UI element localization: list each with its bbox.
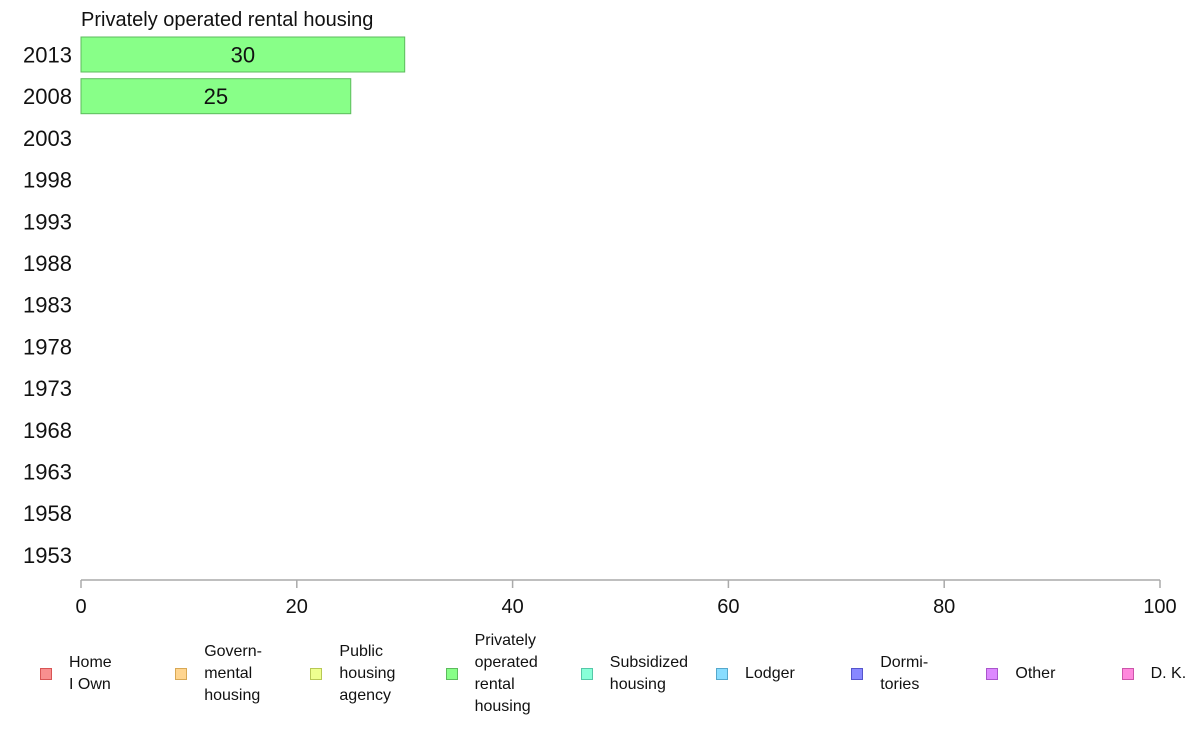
legend-label: Public housing agency [339,643,396,704]
legend-label: Privately operated rental housing [474,632,538,715]
legend-swatch [445,668,458,680]
chart-title: Privately operated rental housing [81,9,373,31]
legend-swatch [175,668,188,680]
x-tick-label: 0 [75,596,86,618]
legend-item: Dormi- tories [851,652,928,696]
year-label: 2003 [23,126,72,151]
legend-label: Home I Own [69,654,112,693]
year-label: 2013 [23,43,72,68]
year-label: 1978 [23,334,72,359]
x-tick-label: 60 [717,596,739,618]
legend-item: Public housing agency [310,641,395,707]
legend-label: Dormi- tories [880,654,929,693]
year-label: 1973 [23,376,72,401]
year-label: 1988 [23,251,72,276]
bar-chart: Privately operated rental housing 201320… [23,9,1177,618]
legend-item: D. K. [1121,663,1187,685]
year-axis: 2013 2008 2003 1998 1993 1988 1983 1978 1973 1968… [23,43,72,568]
legend-label: Govern- mental housing [204,643,262,704]
legend-label: Lodger [745,665,795,682]
bar-value-label: 30 [231,43,255,68]
x-tick-label: 20 [286,596,308,618]
x-tick-label: 40 [501,596,523,618]
year-label: 1983 [23,293,72,318]
year-label: 1963 [23,460,72,485]
legend: Home I Own Govern- mental housing Public h… [0,626,1188,736]
legend-item: Subsidized housing [580,652,689,696]
legend-swatch [716,668,728,680]
year-label: 1968 [23,418,72,443]
legend-label: Other [1015,665,1056,682]
legend-item: Govern- mental housing [175,641,262,707]
year-label: 1993 [23,209,72,234]
value-axis: 0 20 40 60 80 100 [75,579,1177,618]
bar [80,36,406,73]
legend-label: Subsidized housing [609,654,689,693]
bar-value-label: 25 [204,84,228,109]
year-label: 1958 [23,501,72,526]
bar [80,78,352,115]
legend-swatch [986,668,999,680]
legend-item: Lodger [716,663,795,685]
x-tick-label: 100 [1143,596,1176,618]
legend-item: Home I Own [40,652,112,696]
legend-swatch [1121,668,1134,680]
legend-swatch [310,668,323,680]
legend-item: Other [986,663,1055,685]
year-label: 2008 [23,84,72,109]
x-tick-label: 80 [933,596,955,618]
year-label: 1953 [23,543,72,568]
legend-swatch [851,668,864,680]
legend-swatch [580,668,593,680]
legend-item: Privately operated rental housing [445,630,538,718]
year-label: 1998 [23,168,72,193]
legend-label: D. K. [1150,665,1187,682]
legend-swatch [40,668,52,680]
